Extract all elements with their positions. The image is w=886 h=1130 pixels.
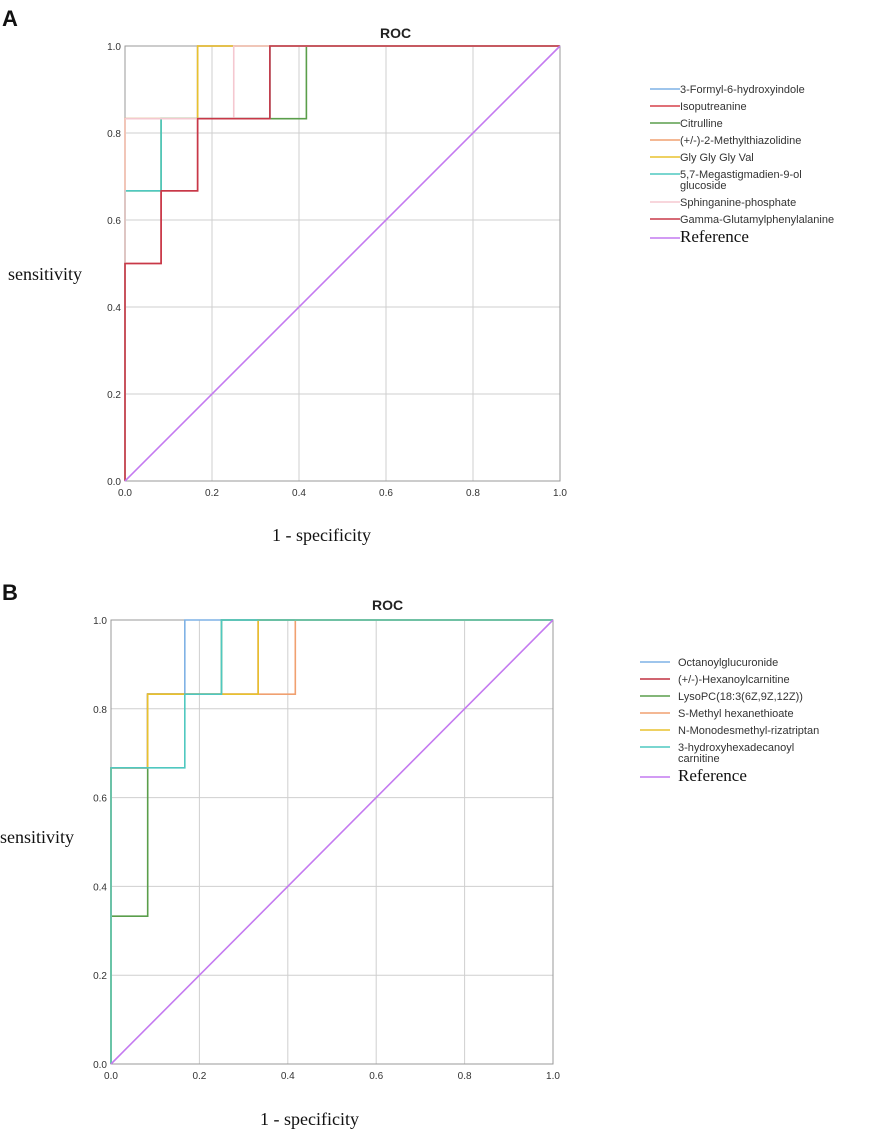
y-tick-label: 0.2	[107, 390, 121, 401]
legend-label-5-7-megastigmadien-9-ol-glucoside: 5,7-Megastigmadien-9-ol glucoside	[680, 169, 802, 192]
y-tick-label: 0.8	[93, 705, 107, 716]
legend-label-s-methyl-hexanethioate: S-Methyl hexanethioate	[678, 708, 794, 720]
x-tick-label: 1.0	[553, 488, 567, 499]
legend-label-3-hydroxyhexadecanoyl-carnitine: 3-hydroxyhexadecanoyl carnitine	[678, 742, 794, 765]
y-tick-label: 0.8	[107, 129, 121, 140]
legend-label-octanoylglucuronide: Octanoylglucuronide	[678, 657, 778, 669]
legend-label-3-formyl-6-hydroxyindole: 3-Formyl-6-hydroxyindole	[680, 84, 805, 96]
legend-label-gly-gly-gly-val: Gly Gly Gly Val	[680, 152, 754, 164]
y-tick-label: 0.6	[107, 216, 121, 227]
panel-b-legend: Octanoylglucuronide (+/-)-Hexanoylcarniti…	[640, 657, 819, 785]
y-tick-label: 0.4	[107, 303, 121, 314]
panel-a-label: A	[2, 6, 18, 31]
legend-label-reference: Reference	[680, 227, 749, 246]
y-tick-label: 0.4	[93, 882, 107, 893]
x-tick-label: 0.8	[466, 488, 480, 499]
panel-a: A ROC 1 - specificity sensitivity 0.00.0…	[2, 6, 834, 545]
series-line-reference	[124, 45, 561, 482]
legend-label-sphinganine-phosphate: Sphinganine-phosphate	[680, 197, 796, 209]
y-tick-label: 0.0	[93, 1060, 107, 1071]
x-tick-label: 1.0	[546, 1071, 560, 1082]
series-line-reference	[110, 619, 554, 1065]
y-tick-label: 0.6	[93, 794, 107, 805]
legend-label-isoputreanine: Isoputreanine	[680, 101, 747, 113]
panel-b: B ROC 1 - specificity sensitivity 0.00.0…	[0, 580, 819, 1129]
x-tick-label: 0.0	[118, 488, 132, 499]
panel-a-legend: 3-Formyl-6-hydroxyindole Isoputreanine Cit…	[650, 84, 834, 246]
panel-a-plot-area: 0.00.0 0.2 0.2 0.4 0.4 0.6 0.6 0.8 0.8 1.0 1.0	[107, 42, 567, 499]
series-line-3-hydroxyhexadecanoyl-carnitine	[110, 619, 553, 1064]
panel-a-title: ROC	[380, 25, 411, 41]
panel-a-xlabel: 1 - specificity	[272, 525, 371, 545]
x-tick-label: 0.4	[281, 1071, 295, 1082]
legend-label-reference: Reference	[678, 766, 747, 785]
legend-label-citrulline: Citrulline	[680, 118, 723, 130]
y-tick-label: 0.0	[107, 477, 121, 488]
legend-label-gamma-glutamylphenylalanine: Gamma-Glutamylphenylalanine	[680, 214, 834, 226]
legend-label-hexanoylcarnitine: (+/-)-Hexanoylcarnitine	[678, 674, 790, 686]
series-line-gamma-glutamylphenylalanine	[124, 45, 560, 481]
panel-b-label: B	[2, 580, 18, 605]
y-tick-label: 1.0	[107, 42, 121, 53]
x-tick-label: 0.2	[205, 488, 219, 499]
x-tick-label: 0.4	[292, 488, 306, 499]
panel-b-xlabel: 1 - specificity	[260, 1109, 359, 1129]
panel-a-ylabel: sensitivity	[8, 264, 82, 284]
y-tick-label: 0.2	[93, 971, 107, 982]
x-tick-label: 0.8	[458, 1071, 472, 1082]
y-tick-label: 1.0	[93, 616, 107, 627]
x-tick-label: 0.0	[104, 1071, 118, 1082]
panel-b-plot-area: 0.00.0 0.2 0.2 0.4 0.4 0.6 0.6 0.8 0.8 1.0 1.0	[93, 616, 560, 1082]
legend-label-lysopc-18-3-6z-9z-12z: LysoPC(18:3(6Z,9Z,12Z))	[678, 691, 803, 703]
legend-label-2-methylthiazolidine: (+/-)-2-Methylthiazolidine	[680, 135, 801, 147]
x-tick-label: 0.6	[369, 1071, 383, 1082]
panel-b-title: ROC	[372, 597, 403, 613]
x-tick-label: 0.6	[379, 488, 393, 499]
panel-b-ylabel: sensitivity	[0, 827, 74, 847]
x-tick-label: 0.2	[192, 1071, 206, 1082]
legend-label-n-monodesmethyl-rizatriptan: N-Monodesmethyl-rizatriptan	[678, 725, 819, 737]
